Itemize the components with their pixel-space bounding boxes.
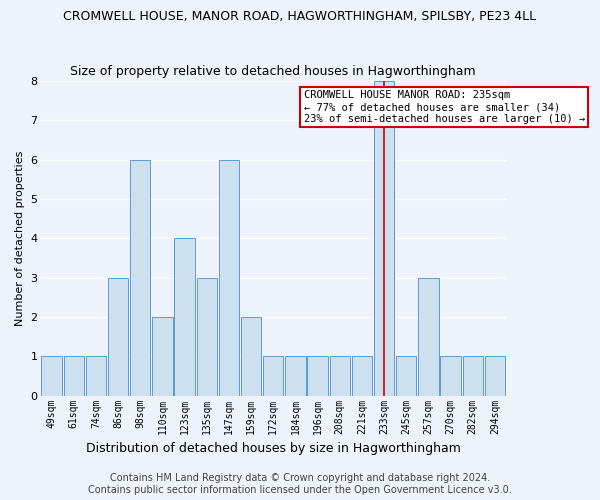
Y-axis label: Number of detached properties: Number of detached properties — [15, 150, 25, 326]
Title: Size of property relative to detached houses in Hagworthingham: Size of property relative to detached ho… — [70, 66, 476, 78]
Bar — [329, 356, 350, 396]
X-axis label: Distribution of detached houses by size in Hagworthingham: Distribution of detached houses by size … — [86, 442, 461, 455]
Bar — [463, 356, 483, 396]
Bar — [485, 356, 505, 396]
Bar — [374, 81, 394, 396]
Bar — [418, 278, 439, 396]
Bar — [241, 317, 261, 396]
Bar — [108, 278, 128, 396]
Bar — [285, 356, 305, 396]
Bar — [219, 160, 239, 396]
Bar — [440, 356, 461, 396]
Text: CROMWELL HOUSE MANOR ROAD: 235sqm
← 77% of detached houses are smaller (34)
23% : CROMWELL HOUSE MANOR ROAD: 235sqm ← 77% … — [304, 90, 585, 124]
Bar — [307, 356, 328, 396]
Bar — [263, 356, 283, 396]
Bar — [41, 356, 62, 396]
Bar — [197, 278, 217, 396]
Bar — [86, 356, 106, 396]
Bar — [152, 317, 173, 396]
Bar — [175, 238, 195, 396]
Bar — [352, 356, 372, 396]
Bar — [396, 356, 416, 396]
Bar — [130, 160, 151, 396]
Bar — [64, 356, 84, 396]
Text: CROMWELL HOUSE, MANOR ROAD, HAGWORTHINGHAM, SPILSBY, PE23 4LL: CROMWELL HOUSE, MANOR ROAD, HAGWORTHINGH… — [64, 10, 536, 23]
Text: Contains HM Land Registry data © Crown copyright and database right 2024.
Contai: Contains HM Land Registry data © Crown c… — [88, 474, 512, 495]
